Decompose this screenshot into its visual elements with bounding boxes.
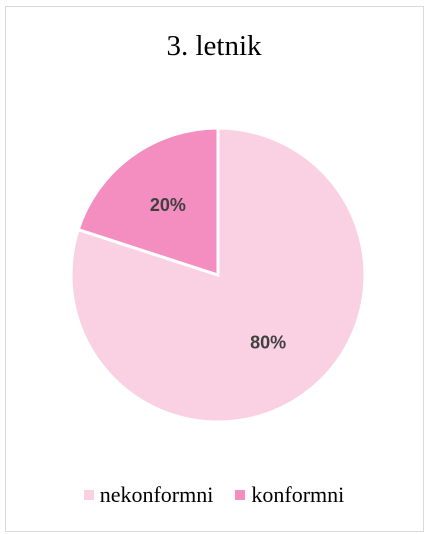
legend-item-nekonformni: nekonformni	[83, 482, 214, 508]
legend-item-konformni: konformni	[235, 482, 344, 508]
legend-swatch-nekonformni	[83, 490, 94, 500]
data-label-nekonformni: 80%	[250, 333, 286, 353]
chart-title: 3. letnik	[166, 30, 262, 62]
chart-legend: nekonformni konformni	[0, 482, 428, 508]
legend-swatch-konformni	[235, 490, 246, 500]
pie-slice-konformni	[76, 126, 220, 278]
legend-label-konformni: konformni	[251, 482, 345, 507]
legend-label-nekonformni: nekonformni	[99, 482, 214, 507]
data-label-konformni: 20%	[150, 195, 186, 215]
